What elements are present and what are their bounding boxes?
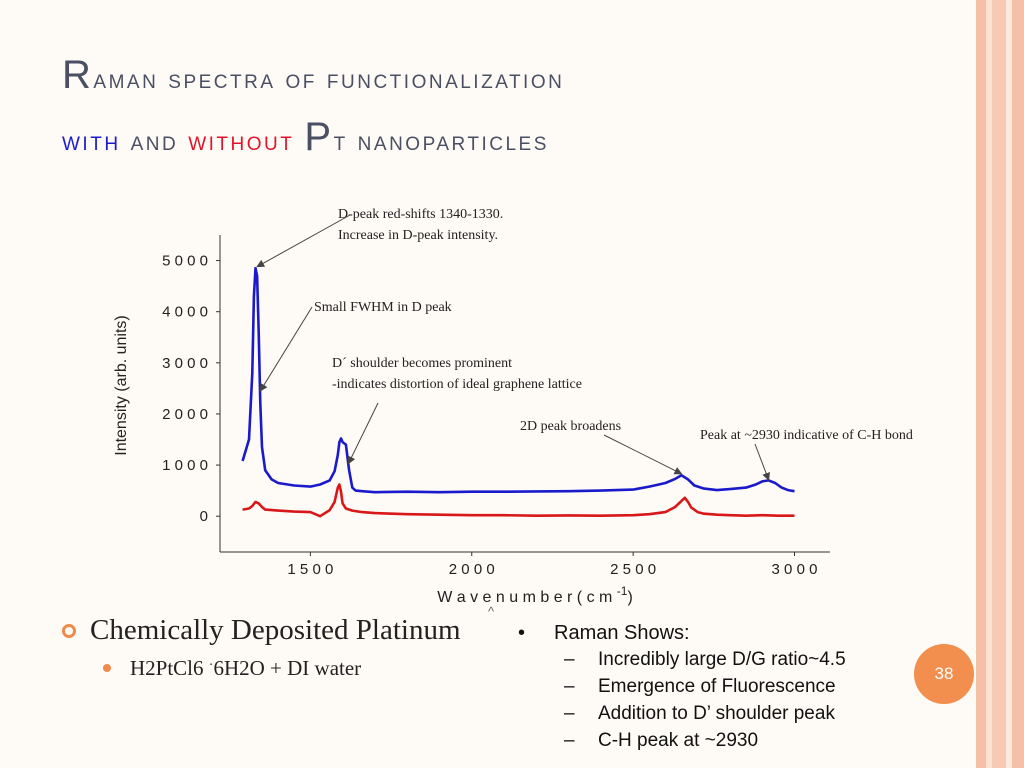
x-tick-label: 1 5 0 0: [287, 561, 333, 578]
list-item: – Incredibly large D/G ratio~4.5: [516, 646, 916, 673]
list-item-text: Incredibly large D/G ratio~4.5: [598, 649, 846, 670]
title-text-pt: t nanoparticles: [333, 126, 549, 156]
bullet-icon: •: [518, 622, 526, 644]
title-word-and: and: [130, 126, 179, 156]
series-line-1: [241, 266, 795, 494]
bullet-main-text: Chemically Deposited Platinum: [90, 614, 461, 646]
title-line-2: with and without Pt nanoparticles: [62, 108, 942, 170]
dash-icon: –: [564, 730, 575, 751]
stripe: [992, 0, 1006, 768]
annotation-arrow: [259, 306, 313, 392]
stripe: [1012, 0, 1024, 768]
y-tick-label: 0: [200, 508, 208, 525]
annotation-text: D-peak red-shifts 1340-1330.: [338, 207, 503, 222]
bullet-ring-icon: [62, 624, 76, 638]
stripe: [976, 0, 986, 768]
y-tick-label: 1 0 0 0: [162, 457, 208, 474]
stripe: [1006, 0, 1012, 768]
slide-frame: [976, 0, 978, 768]
list-item: – Emergence of Fluorescence: [516, 673, 916, 700]
title-initial-p: P: [304, 115, 334, 159]
y-tick-label: 3 0 0 0: [162, 355, 208, 372]
annotation-text: 2D peak broadens: [520, 419, 621, 434]
title-word-without: without: [188, 126, 295, 156]
annotation-text: Increase in D-peak intensity.: [338, 228, 498, 243]
bullet-dot-icon: [103, 664, 111, 672]
left-bullet-list: Chemically Deposited Platinum H2PtCl6 ·6…: [60, 614, 500, 681]
y-tick-label: 4 0 0 0: [162, 304, 208, 321]
list-item: – Addition to D’ shoulder peak: [516, 700, 916, 727]
right-bullet-list: • Raman Shows: – Incredibly large D/G rat…: [516, 620, 916, 754]
annotation-arrow: [347, 402, 379, 465]
annotation-text: Small FWHM in D peak: [314, 300, 452, 315]
page-number-badge: 38: [914, 644, 974, 704]
bullet-sub: H2PtCl6 ·6H2O + DI water: [60, 656, 500, 681]
annotation-arrow: [754, 443, 770, 481]
annotation-arrow: [256, 214, 351, 268]
x-tick-label: 3 0 0 0: [772, 561, 818, 578]
annotation-text: D´ shoulder becomes prominent: [332, 356, 512, 371]
annotation-arrow: [603, 434, 683, 475]
bullet-sub-text-a: H2PtCl6: [130, 656, 204, 680]
slide-title: Raman spectra of functionalization with …: [62, 46, 942, 170]
title-word-with: with: [62, 126, 121, 156]
series-line-2: [242, 483, 795, 518]
y-axis-label: Intensity (arb. units): [113, 315, 130, 456]
raman-chart: 0 1 0 0 0 2 0 0 0 3 0 0 0 4 0 0 0 5 0 0 0 1 5 …: [113, 207, 913, 606]
heading-text: Raman Shows:: [554, 622, 690, 644]
title-text: aman spectra of functionalization: [93, 64, 565, 94]
x-tick-label: 2 5 0 0: [610, 561, 656, 578]
dash-icon: –: [564, 676, 575, 697]
dash-icon: –: [564, 703, 575, 724]
x-axis-label: W a v e n u m b e r ( c m -1): [437, 584, 633, 606]
list-item-text: C-H peak at ~2930: [598, 730, 759, 751]
title-initial: R: [62, 53, 94, 97]
y-tick-label: 2 0 0 0: [162, 406, 208, 423]
dash-icon: –: [564, 649, 575, 670]
y-tick-label: 5 0 0 0: [162, 253, 208, 270]
bullet-sub-dot: ·: [208, 658, 214, 673]
decorative-stripes: [976, 0, 1024, 768]
list-item-text: Addition to D’ shoulder peak: [598, 703, 835, 724]
x-tick-label: 2 0 0 0: [449, 561, 495, 578]
annotation-text: Peak at ~2930 indicative of C-H bond: [700, 428, 913, 443]
title-line-1: Raman spectra of functionalization: [62, 46, 942, 108]
list-item-text: Emergence of Fluorescence: [598, 676, 836, 697]
list-item: – C-H peak at ~2930: [516, 727, 916, 754]
bullet-main: Chemically Deposited Platinum: [60, 614, 500, 646]
annotation-text: -indicates distortion of ideal graphene …: [332, 377, 582, 392]
raman-shows-heading: • Raman Shows:: [516, 620, 916, 646]
stripe: [986, 0, 992, 768]
caret-mark: ^: [488, 604, 495, 619]
bullet-sub-text-b: 6H2O + DI water: [213, 656, 362, 680]
